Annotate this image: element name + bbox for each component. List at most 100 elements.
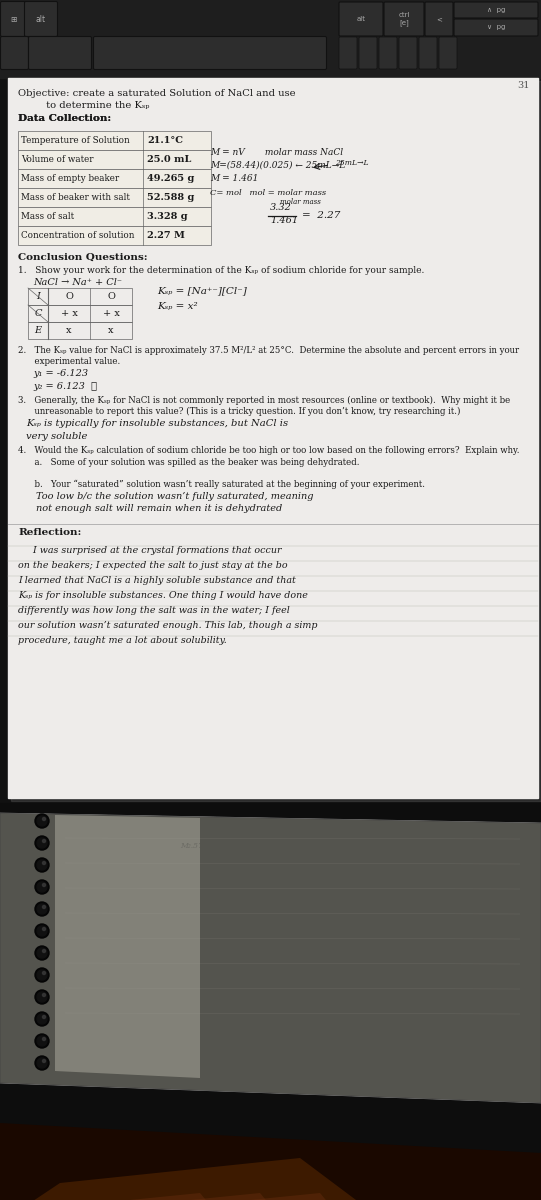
Text: molar mass: molar mass: [280, 198, 321, 206]
Text: NaCl → Na⁺ + Cl⁻: NaCl → Na⁺ + Cl⁻: [33, 278, 122, 287]
Text: on the beakers; I expected the salt to just stay at the bo: on the beakers; I expected the salt to j…: [18, 560, 288, 570]
FancyBboxPatch shape: [384, 2, 424, 36]
FancyBboxPatch shape: [94, 36, 327, 70]
Bar: [18, 131, 211, 150]
Circle shape: [35, 924, 49, 938]
Circle shape: [43, 883, 45, 887]
Text: ∨  pg: ∨ pg: [487, 24, 505, 30]
Bar: [18, 169, 211, 188]
Bar: [0, 803, 541, 1200]
Polygon shape: [220, 1193, 370, 1200]
FancyBboxPatch shape: [454, 2, 538, 18]
Text: ∧  pg: ∧ pg: [487, 7, 505, 13]
Bar: [8, 78, 538, 798]
Circle shape: [35, 946, 49, 960]
Text: 1.   Show your work for the determination of the Kₛₚ of sodium chloride for your: 1. Show your work for the determination …: [18, 266, 424, 275]
Circle shape: [35, 814, 49, 828]
Circle shape: [43, 994, 45, 996]
Circle shape: [43, 1038, 45, 1040]
FancyBboxPatch shape: [425, 2, 453, 36]
FancyBboxPatch shape: [339, 37, 357, 68]
FancyBboxPatch shape: [29, 36, 91, 70]
Text: Mass of salt: Mass of salt: [21, 212, 74, 221]
Circle shape: [37, 1058, 47, 1068]
Circle shape: [43, 928, 45, 930]
Text: E: E: [35, 326, 42, 335]
Circle shape: [43, 840, 45, 842]
Bar: [28, 288, 132, 305]
Circle shape: [37, 948, 47, 958]
Text: 3.32: 3.32: [270, 203, 292, 212]
Circle shape: [37, 970, 47, 980]
Text: y₁ = -6.123: y₁ = -6.123: [33, 370, 88, 378]
FancyBboxPatch shape: [419, 37, 437, 68]
Text: 3.328 g: 3.328 g: [147, 212, 188, 221]
Text: alt: alt: [357, 16, 366, 22]
Circle shape: [37, 882, 47, 892]
Text: + x: + x: [103, 308, 120, 318]
Text: procedure, taught me a lot about solubility.: procedure, taught me a lot about solubil…: [18, 636, 227, 646]
Text: M₂.57.10: M₂.57.10: [180, 842, 215, 850]
FancyBboxPatch shape: [439, 37, 457, 68]
FancyBboxPatch shape: [1, 36, 29, 70]
FancyBboxPatch shape: [399, 37, 417, 68]
Circle shape: [35, 880, 49, 894]
FancyBboxPatch shape: [1, 1, 25, 36]
Text: Mass of beaker with salt: Mass of beaker with salt: [21, 193, 130, 202]
Polygon shape: [0, 814, 541, 1103]
Text: Volume of water: Volume of water: [21, 155, 94, 164]
Text: 21.1°C: 21.1°C: [147, 136, 183, 145]
Circle shape: [43, 949, 45, 953]
Circle shape: [37, 992, 47, 1002]
Circle shape: [37, 926, 47, 936]
Text: x: x: [66, 326, 72, 335]
Text: 49.265 g: 49.265 g: [147, 174, 194, 182]
Circle shape: [35, 836, 49, 850]
Text: 4.   Would the Kₛₚ calculation of sodium chloride be too high or too low based o: 4. Would the Kₛₚ calculation of sodium c…: [18, 446, 519, 455]
Text: 1.461: 1.461: [270, 216, 298, 226]
Text: I: I: [36, 292, 40, 301]
FancyBboxPatch shape: [359, 37, 377, 68]
Polygon shape: [0, 1123, 541, 1200]
Circle shape: [35, 902, 49, 916]
Circle shape: [37, 816, 47, 826]
Text: y₂ = 6.123  ✓: y₂ = 6.123 ✓: [33, 382, 97, 391]
Text: Reflection:: Reflection:: [18, 528, 81, 538]
FancyBboxPatch shape: [454, 19, 538, 36]
Bar: [18, 226, 211, 245]
Circle shape: [43, 862, 45, 864]
Circle shape: [43, 1060, 45, 1062]
Text: <: <: [436, 16, 442, 22]
Text: 2.27 M: 2.27 M: [147, 230, 185, 240]
Circle shape: [35, 858, 49, 872]
Text: ctrl
[e]: ctrl [e]: [398, 12, 410, 26]
FancyBboxPatch shape: [24, 1, 57, 36]
Text: Kₛₚ is for insoluble substances. One thing I would have done: Kₛₚ is for insoluble substances. One thi…: [18, 590, 308, 600]
Text: =  2.27: = 2.27: [302, 211, 340, 221]
Circle shape: [43, 972, 45, 974]
Text: x: x: [108, 326, 114, 335]
Text: b.   Your “saturated” solution wasn’t really saturated at the beginning of your : b. Your “saturated” solution wasn’t real…: [18, 480, 425, 490]
Text: Objective: create a saturated Solution of NaCl and use: Objective: create a saturated Solution o…: [18, 89, 295, 98]
Text: 2.   The Kₛₚ value for NaCl is approximately 37.5 M²/L² at 25°C.  Determine the : 2. The Kₛₚ value for NaCl is approximate…: [18, 346, 519, 355]
Text: a.   Some of your solution was spilled as the beaker was being dehydrated.: a. Some of your solution was spilled as …: [18, 458, 360, 467]
Text: 31: 31: [518, 80, 530, 90]
Text: C= mol   mol = molar mass: C= mol mol = molar mass: [210, 188, 326, 197]
Bar: [18, 150, 211, 169]
Text: Too low b/c the solution wasn’t fully saturated, meaning: Too low b/c the solution wasn’t fully sa…: [36, 492, 313, 502]
Text: M=(58.44)(0.025) ← 25mL→L: M=(58.44)(0.025) ← 25mL→L: [210, 161, 345, 170]
Polygon shape: [55, 815, 200, 1078]
Text: I was surprised at the crystal formations that occur: I was surprised at the crystal formation…: [18, 546, 281, 554]
FancyBboxPatch shape: [339, 2, 383, 36]
Text: 25mL→L: 25mL→L: [335, 158, 368, 167]
Polygon shape: [0, 814, 541, 1103]
Text: 3.   Generally, the Kₛₚ for NaCl is not commonly reported in most resources (onl: 3. Generally, the Kₛₚ for NaCl is not co…: [18, 396, 510, 404]
Text: experimental value.: experimental value.: [18, 358, 120, 366]
Text: Data Collection:: Data Collection:: [18, 114, 111, 122]
Text: Temperature of Solution: Temperature of Solution: [21, 136, 130, 145]
Text: our solution wasn’t saturated enough. This lab, though a simp: our solution wasn’t saturated enough. Th…: [18, 622, 318, 630]
Circle shape: [37, 904, 47, 914]
Bar: [18, 188, 211, 206]
Text: very soluble: very soluble: [26, 432, 88, 440]
Circle shape: [35, 1012, 49, 1026]
